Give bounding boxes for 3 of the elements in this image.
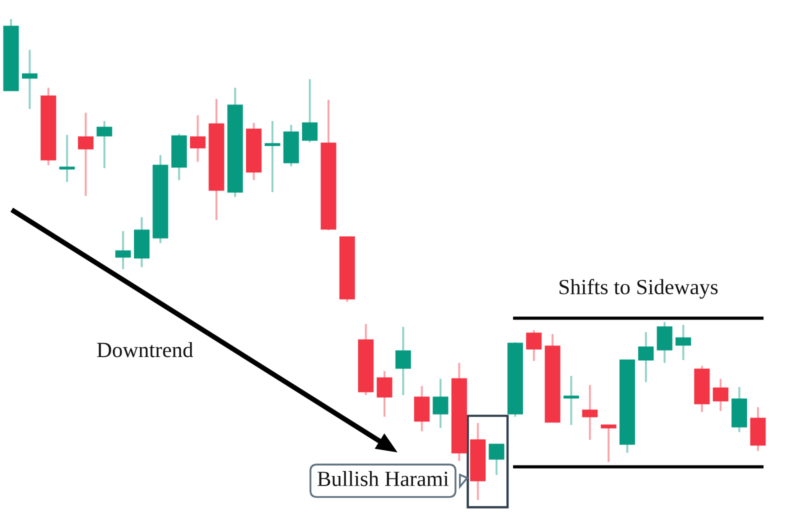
annotation: Bullish Harami: [318, 471, 449, 486]
annotation: Downtrend: [97, 342, 194, 358]
ref-line-label: Shifts to Sideways: [560, 278, 718, 299]
